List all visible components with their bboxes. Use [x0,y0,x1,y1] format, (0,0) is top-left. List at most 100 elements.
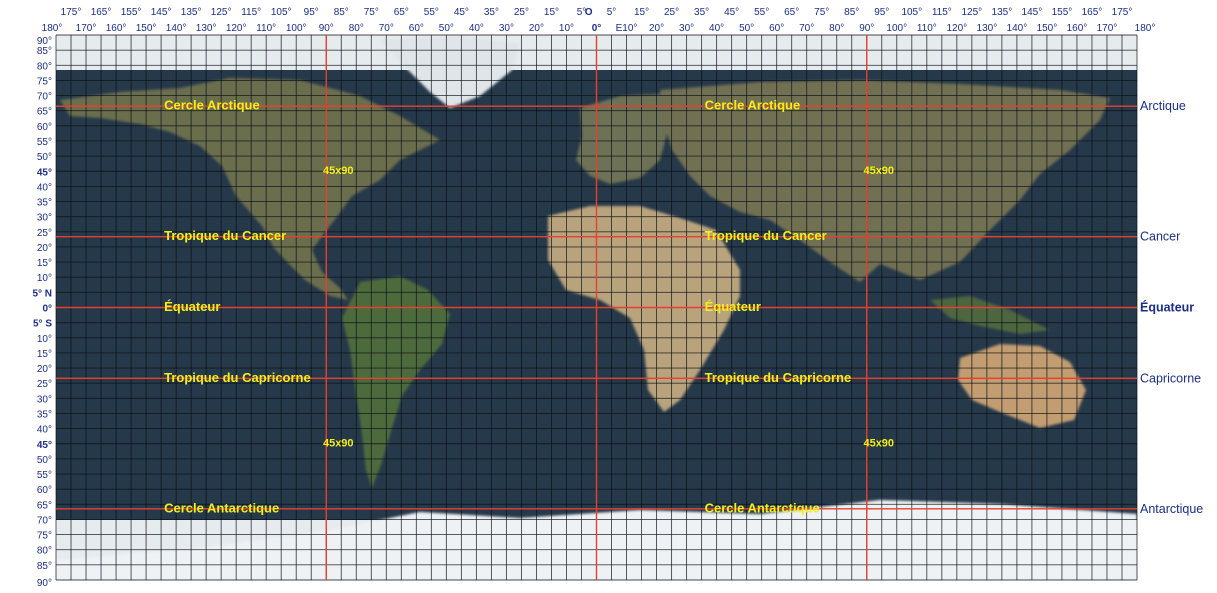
cancer-map-label-west: Tropique du Cancer [164,228,286,243]
latitude-tick: 70° [37,92,52,103]
longitude-tick-bottom: 40° [709,23,724,34]
longitude-tick-top: 55° [424,7,439,18]
longitude-tick-top: 135° [992,7,1013,18]
latitude-tick: 25° [37,228,52,239]
longitude-tick-top: O [585,7,593,18]
longitude-tick-top: 55° [754,7,769,18]
asia-landmass [660,80,1110,282]
latitude-tick: 5° S [33,319,52,330]
longitude-tick-bottom: E10° [616,23,638,34]
equator-edge-label: Équateur [1140,300,1194,315]
longitude-tick-top: 45° [454,7,469,18]
longitude-tick-top: 125° [211,7,232,18]
latitude-tick: 10° [37,273,52,284]
quadrant-label: 45x90 [323,438,354,450]
longitude-tick-top: 155° [121,7,142,18]
longitude-tick-bottom: 140° [1007,23,1028,34]
latitude-tick: 50° [37,455,52,466]
longitude-tick-top: 15° [544,7,559,18]
latitude-tick: 30° [37,394,52,405]
longitude-tick-top: 15° [634,7,649,18]
longitude-tick-top: 105° [271,7,292,18]
antarctic-edge-label: Antarctique [1140,502,1203,516]
latitude-tick: 25° [37,379,52,390]
latitude-tick: 85° [37,46,52,57]
longitude-tick-bottom: 50° [739,23,754,34]
longitude-tick-bottom: 70° [379,23,394,34]
longitude-tick-top: 125° [962,7,983,18]
longitude-tick-top: 95° [304,7,319,18]
longitude-tick-top: 35° [694,7,709,18]
arctic-map-label-west: Cercle Arctique [164,98,260,113]
cancer-edge-label: Cancer [1140,230,1180,244]
longitude-tick-top: 145° [1022,7,1043,18]
coordinate-axes: 175° 165° 155° 145° 135° 125° 115° 105° 95° 85° 75… [32,7,1155,589]
longitude-tick-bottom: 20° [529,23,544,34]
north-america-landmass [60,78,440,300]
latitude-tick: 5° N [32,288,52,299]
europe-landmass [576,94,680,184]
latitude-tick: 60° [37,122,52,133]
latitude-tick: 80° [37,61,52,72]
latitude-tick: 35° [37,198,52,209]
latitude-tick: 10° [37,334,52,345]
longitude-tick-bottom: 170° [76,23,97,34]
longitude-tick-bottom: 110° [917,23,937,34]
southeast-asia-islands [930,296,1050,334]
map-labels: Cercle Arctique Cercle Arctique Arctique Tr… [164,98,1203,516]
latitude-tick: 70° [37,515,52,526]
equator-map-label-east: Équateur [705,299,761,314]
equator-map-label-west: Équateur [164,299,220,314]
longitude-tick-bottom: 110° [256,23,276,34]
longitude-tick-top: 95° [874,7,889,18]
latitude-tick: 65° [37,500,52,511]
latitude-tick: 30° [37,213,52,224]
longitude-tick-top: 175° [61,7,82,18]
antarctic-map-label-east: Cercle Antarctique [705,500,820,515]
longitude-tick-bottom: 130° [196,23,217,34]
capricorn-map-label-west: Tropique du Capricorne [164,370,311,385]
longitude-tick-bottom: 150° [136,23,157,34]
longitude-tick-bottom: 90° [319,23,334,34]
latitude-tick: 55° [37,137,52,148]
longitude-tick-top: 65° [394,7,409,18]
latitude-tick: 20° [37,243,52,254]
longitude-tick-bottom: 120° [226,23,247,34]
longitude-tick-top: 75° [364,7,379,18]
longitude-tick-bottom: 130° [977,23,998,34]
latitude-tick: 45° [37,440,52,451]
longitude-tick-top: 25° [514,7,529,18]
greenland-landmass [380,36,520,108]
arctic-edge-label: Arctique [1140,99,1186,113]
longitude-tick-top: 85° [844,7,859,18]
longitude-tick-top: 45° [724,7,739,18]
longitude-tick-top: 5° [577,7,587,18]
latitude-tick: 0° [42,304,52,315]
latitude-tick: 85° [37,561,52,572]
longitude-tick-bottom: 140° [166,23,187,34]
longitude-tick-bottom: 120° [946,23,967,34]
longitude-tick-top: 85° [334,7,349,18]
longitude-tick-bottom: 180° [42,23,63,34]
longitude-tick-top: 145° [151,7,172,18]
longitude-tick-top: 5° [607,7,617,18]
latitude-tick: 75° [37,76,52,87]
south-america-landmass [342,276,450,488]
latitude-tick: 55° [37,470,52,481]
latitude-tick: 65° [37,107,52,118]
latitude-tick: 50° [37,152,52,163]
longitude-tick-top: 155° [1052,7,1073,18]
latitude-tick: 90° [37,36,52,47]
longitude-tick-bottom: 30° [679,23,694,34]
arctic-map-label-east: Cercle Arctique [705,98,801,113]
longitude-tick-bottom: 70° [799,23,814,34]
quadrant-label: 45x90 [863,438,894,450]
longitude-tick-top: 115° [241,7,261,18]
longitude-tick-top: 165° [91,7,112,18]
cancer-map-label-east: Tropique du Cancer [705,228,827,243]
longitude-tick-top: 135° [181,7,202,18]
longitude-tick-bottom: 60° [769,23,784,34]
longitude-tick-bottom: 30° [499,23,514,34]
